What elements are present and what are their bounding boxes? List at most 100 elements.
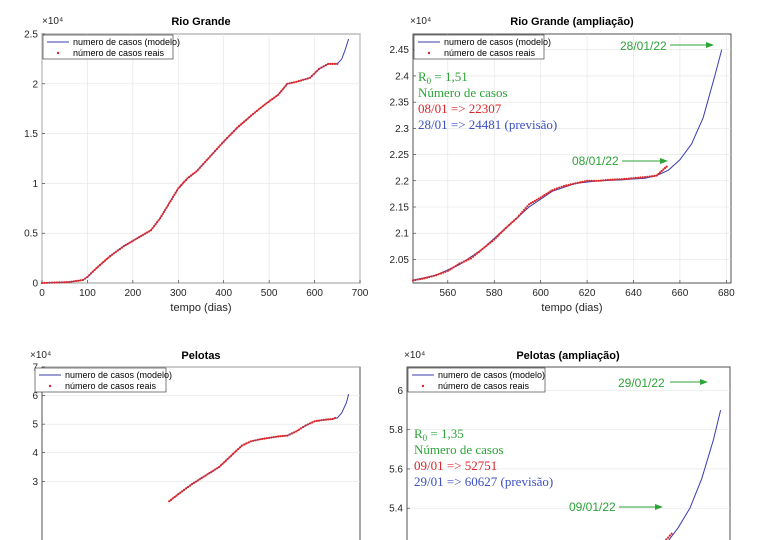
real-case-point	[109, 255, 112, 258]
real-case-point	[165, 206, 168, 209]
y-tick-label: 2.2	[395, 176, 409, 187]
x-axis-label: tempo (dias)	[170, 302, 231, 314]
real-case-point	[241, 122, 244, 125]
real-case-point	[79, 279, 82, 282]
y-tick-label: 5.8	[389, 425, 403, 436]
real-case-point	[479, 249, 482, 252]
real-case-point	[320, 66, 323, 69]
x-tick-label: 200	[125, 288, 142, 299]
arrow-mid-head	[660, 158, 668, 164]
real-case-point	[586, 179, 589, 182]
real-case-point	[634, 176, 637, 179]
y-tick-label: 2.15	[390, 202, 410, 213]
real-case-point	[306, 77, 309, 80]
real-case-point	[177, 493, 180, 496]
x-tick-label: 560	[439, 288, 456, 299]
real-case-point	[644, 176, 647, 179]
real-case-point	[233, 451, 236, 454]
real-case-point	[224, 459, 228, 462]
real-case-point	[228, 456, 231, 459]
real-case-point	[132, 239, 135, 242]
real-case-point	[148, 230, 151, 233]
legend-real-label: número de casos reais	[444, 48, 536, 58]
plot-area	[412, 33, 732, 284]
real-case-point	[418, 278, 422, 281]
real-case-point	[168, 500, 171, 503]
real-case-point	[265, 102, 268, 105]
real-case-point	[181, 490, 184, 493]
real-case-point	[198, 166, 201, 169]
real-case-point	[567, 183, 570, 187]
real-case-point	[179, 491, 182, 494]
real-case-point	[311, 421, 314, 424]
real-case-point	[58, 281, 61, 284]
x-tick-label: 660	[672, 288, 689, 299]
real-case-point	[180, 184, 183, 187]
y-tick-label: 0	[32, 279, 38, 290]
real-case-point	[308, 76, 312, 79]
real-case-point	[314, 71, 317, 74]
chart-title: Pelotas	[181, 350, 220, 362]
real-case-point	[216, 467, 219, 470]
real-case-point	[219, 464, 222, 467]
legend-real-label: número de casos reais	[65, 381, 157, 391]
model-series-line	[668, 409, 722, 540]
real-case-point	[134, 238, 137, 241]
arrow-label-mid: 08/01/22	[572, 154, 619, 168]
real-case-point	[107, 256, 110, 259]
real-case-point	[48, 281, 51, 284]
real-case-point	[535, 198, 538, 201]
real-case-point	[286, 82, 289, 85]
real-case-point	[286, 434, 289, 437]
real-case-point	[265, 437, 268, 440]
real-case-point	[98, 264, 101, 267]
y-ticks: 0 0.5 1 1.5 2 2.5	[24, 30, 45, 290]
real-case-point	[572, 182, 575, 185]
real-case-point	[280, 90, 283, 93]
arrow-top-head	[706, 42, 714, 48]
y-tick-label: 4	[32, 448, 38, 459]
real-case-point	[200, 164, 203, 167]
chart-title: Pelotas (ampliação)	[516, 350, 620, 362]
real-case-point	[263, 103, 266, 106]
real-case-point	[663, 166, 667, 170]
real-case-point	[471, 255, 475, 258]
real-case-point	[122, 245, 125, 248]
real-case-point	[210, 470, 213, 473]
real-case-point	[331, 62, 334, 65]
real-case-point	[547, 191, 550, 194]
real-case-point	[446, 269, 449, 272]
real-case-point	[597, 179, 600, 182]
real-case-point	[583, 180, 586, 183]
legend: numero de casos (modelo) número de casos…	[34, 367, 172, 393]
x-tick-label: 700	[352, 288, 369, 299]
real-case-point	[244, 119, 247, 122]
real-case-point	[65, 281, 68, 284]
real-case-point	[315, 419, 318, 422]
real-case-point	[268, 436, 271, 439]
x-tick-label: 680	[718, 288, 735, 299]
real-case-point	[574, 182, 577, 185]
real-case-point	[277, 93, 280, 96]
real-case-point	[493, 238, 496, 241]
real-case-point	[183, 180, 186, 183]
real-case-point	[458, 262, 461, 265]
real-case-point	[219, 144, 222, 147]
cases-title: Número de casos	[414, 442, 504, 457]
y-tick-label: 2.1	[395, 229, 409, 240]
real-case-point	[126, 242, 129, 245]
real-case-point	[231, 131, 234, 134]
real-case-point	[469, 257, 473, 260]
real-case-point	[618, 178, 621, 181]
real-case-point	[206, 473, 209, 476]
real-case-point	[191, 173, 194, 176]
real-case-point	[53, 281, 56, 284]
y-tick-label: 2.35	[390, 98, 410, 109]
real-case-point	[541, 195, 544, 198]
real-case-point	[174, 191, 177, 194]
real-case-point	[463, 260, 466, 263]
real-case-point	[333, 62, 337, 65]
y-tick-label: 1.5	[24, 129, 38, 140]
y-tick-label: 5.4	[389, 504, 403, 515]
real-case-point	[169, 498, 173, 501]
